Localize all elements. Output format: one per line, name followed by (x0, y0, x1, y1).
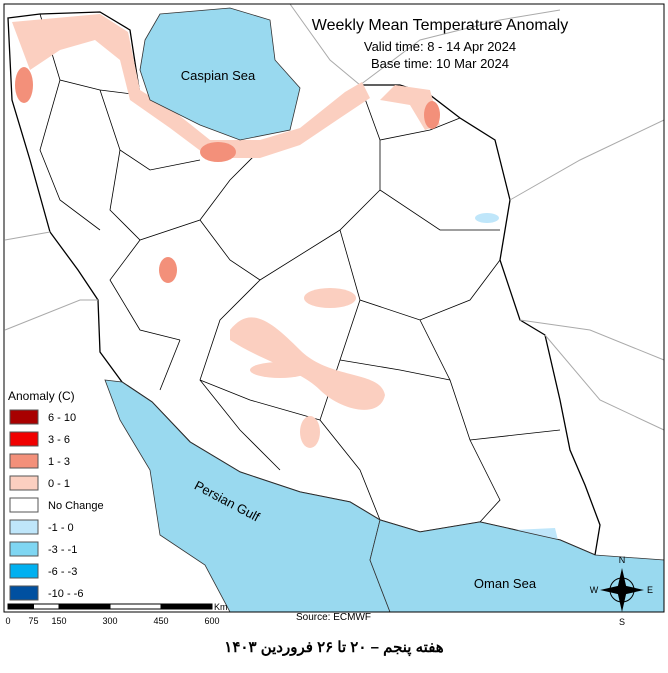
legend-label: 6 - 10 (48, 412, 76, 424)
compass-needle (600, 585, 644, 595)
legend-label: No Change (48, 500, 104, 512)
scale-label: 600 (204, 616, 219, 626)
legend-swatch (9, 519, 39, 535)
legend-title: Anomaly (C) (8, 389, 75, 403)
legend-swatch (9, 453, 39, 469)
scale-label: 75 (28, 616, 38, 626)
scale-segment (33, 603, 60, 610)
neighbour-borders (4, 3, 665, 431)
legend-swatch (9, 585, 39, 601)
caption: هفته پنجم – ۲۰ تا ۲۶ فروردین ۱۴۰۳ (224, 639, 443, 657)
legend-label: -10 - -6 (48, 588, 83, 600)
compass-label: S (619, 617, 625, 627)
scale-segment (58, 603, 111, 610)
legend-label: 0 - 1 (48, 478, 70, 490)
water-label: Oman Sea (474, 576, 537, 591)
valid-time: Valid time: 8 - 14 Apr 2024 (364, 39, 516, 54)
legend-swatch (9, 563, 39, 579)
scale-unit: Km (214, 602, 228, 612)
legend-label: -6 - -3 (48, 566, 77, 578)
title: Weekly Mean Temperature Anomaly (312, 17, 568, 34)
scale-bar: 0 75 150 300 450 600 Km (5, 602, 227, 626)
legend-swatch (9, 475, 39, 491)
scale-label: 0 (5, 616, 10, 626)
legend-swatch (9, 497, 39, 513)
scale-segment (109, 603, 162, 610)
source: Source: ECMWF (296, 612, 371, 623)
compass-label: W (590, 585, 599, 595)
scale-segment (160, 603, 213, 610)
legend-label: 1 - 3 (48, 456, 70, 468)
oman-sea (369, 519, 665, 613)
water-label: Caspian Sea (181, 68, 256, 83)
map-frame (3, 3, 665, 613)
scale-segment (7, 603, 34, 610)
anomaly-patches-strong (15, 67, 440, 283)
map (3, 3, 665, 613)
legend-swatch (9, 541, 39, 557)
legend-label: -1 - 0 (48, 522, 74, 534)
legend-label: -3 - -1 (48, 544, 77, 556)
compass-label: E (647, 585, 653, 595)
legend: Anomaly (C) 6 - 10 3 - 6 1 - 3 0 - 1 No Chan… (8, 389, 104, 601)
anomaly-patches (12, 14, 440, 448)
compass-label: N (619, 555, 626, 565)
base-time: Base time: 10 Mar 2024 (371, 56, 509, 71)
scale-label: 300 (102, 616, 117, 626)
legend-swatch (9, 431, 39, 447)
legend-swatch (9, 409, 39, 425)
legend-label: 3 - 6 (48, 434, 70, 446)
caspian-sea (139, 7, 301, 141)
scale-label: 150 (51, 616, 66, 626)
compass: N E S W (590, 555, 653, 627)
scale-label: 450 (153, 616, 168, 626)
